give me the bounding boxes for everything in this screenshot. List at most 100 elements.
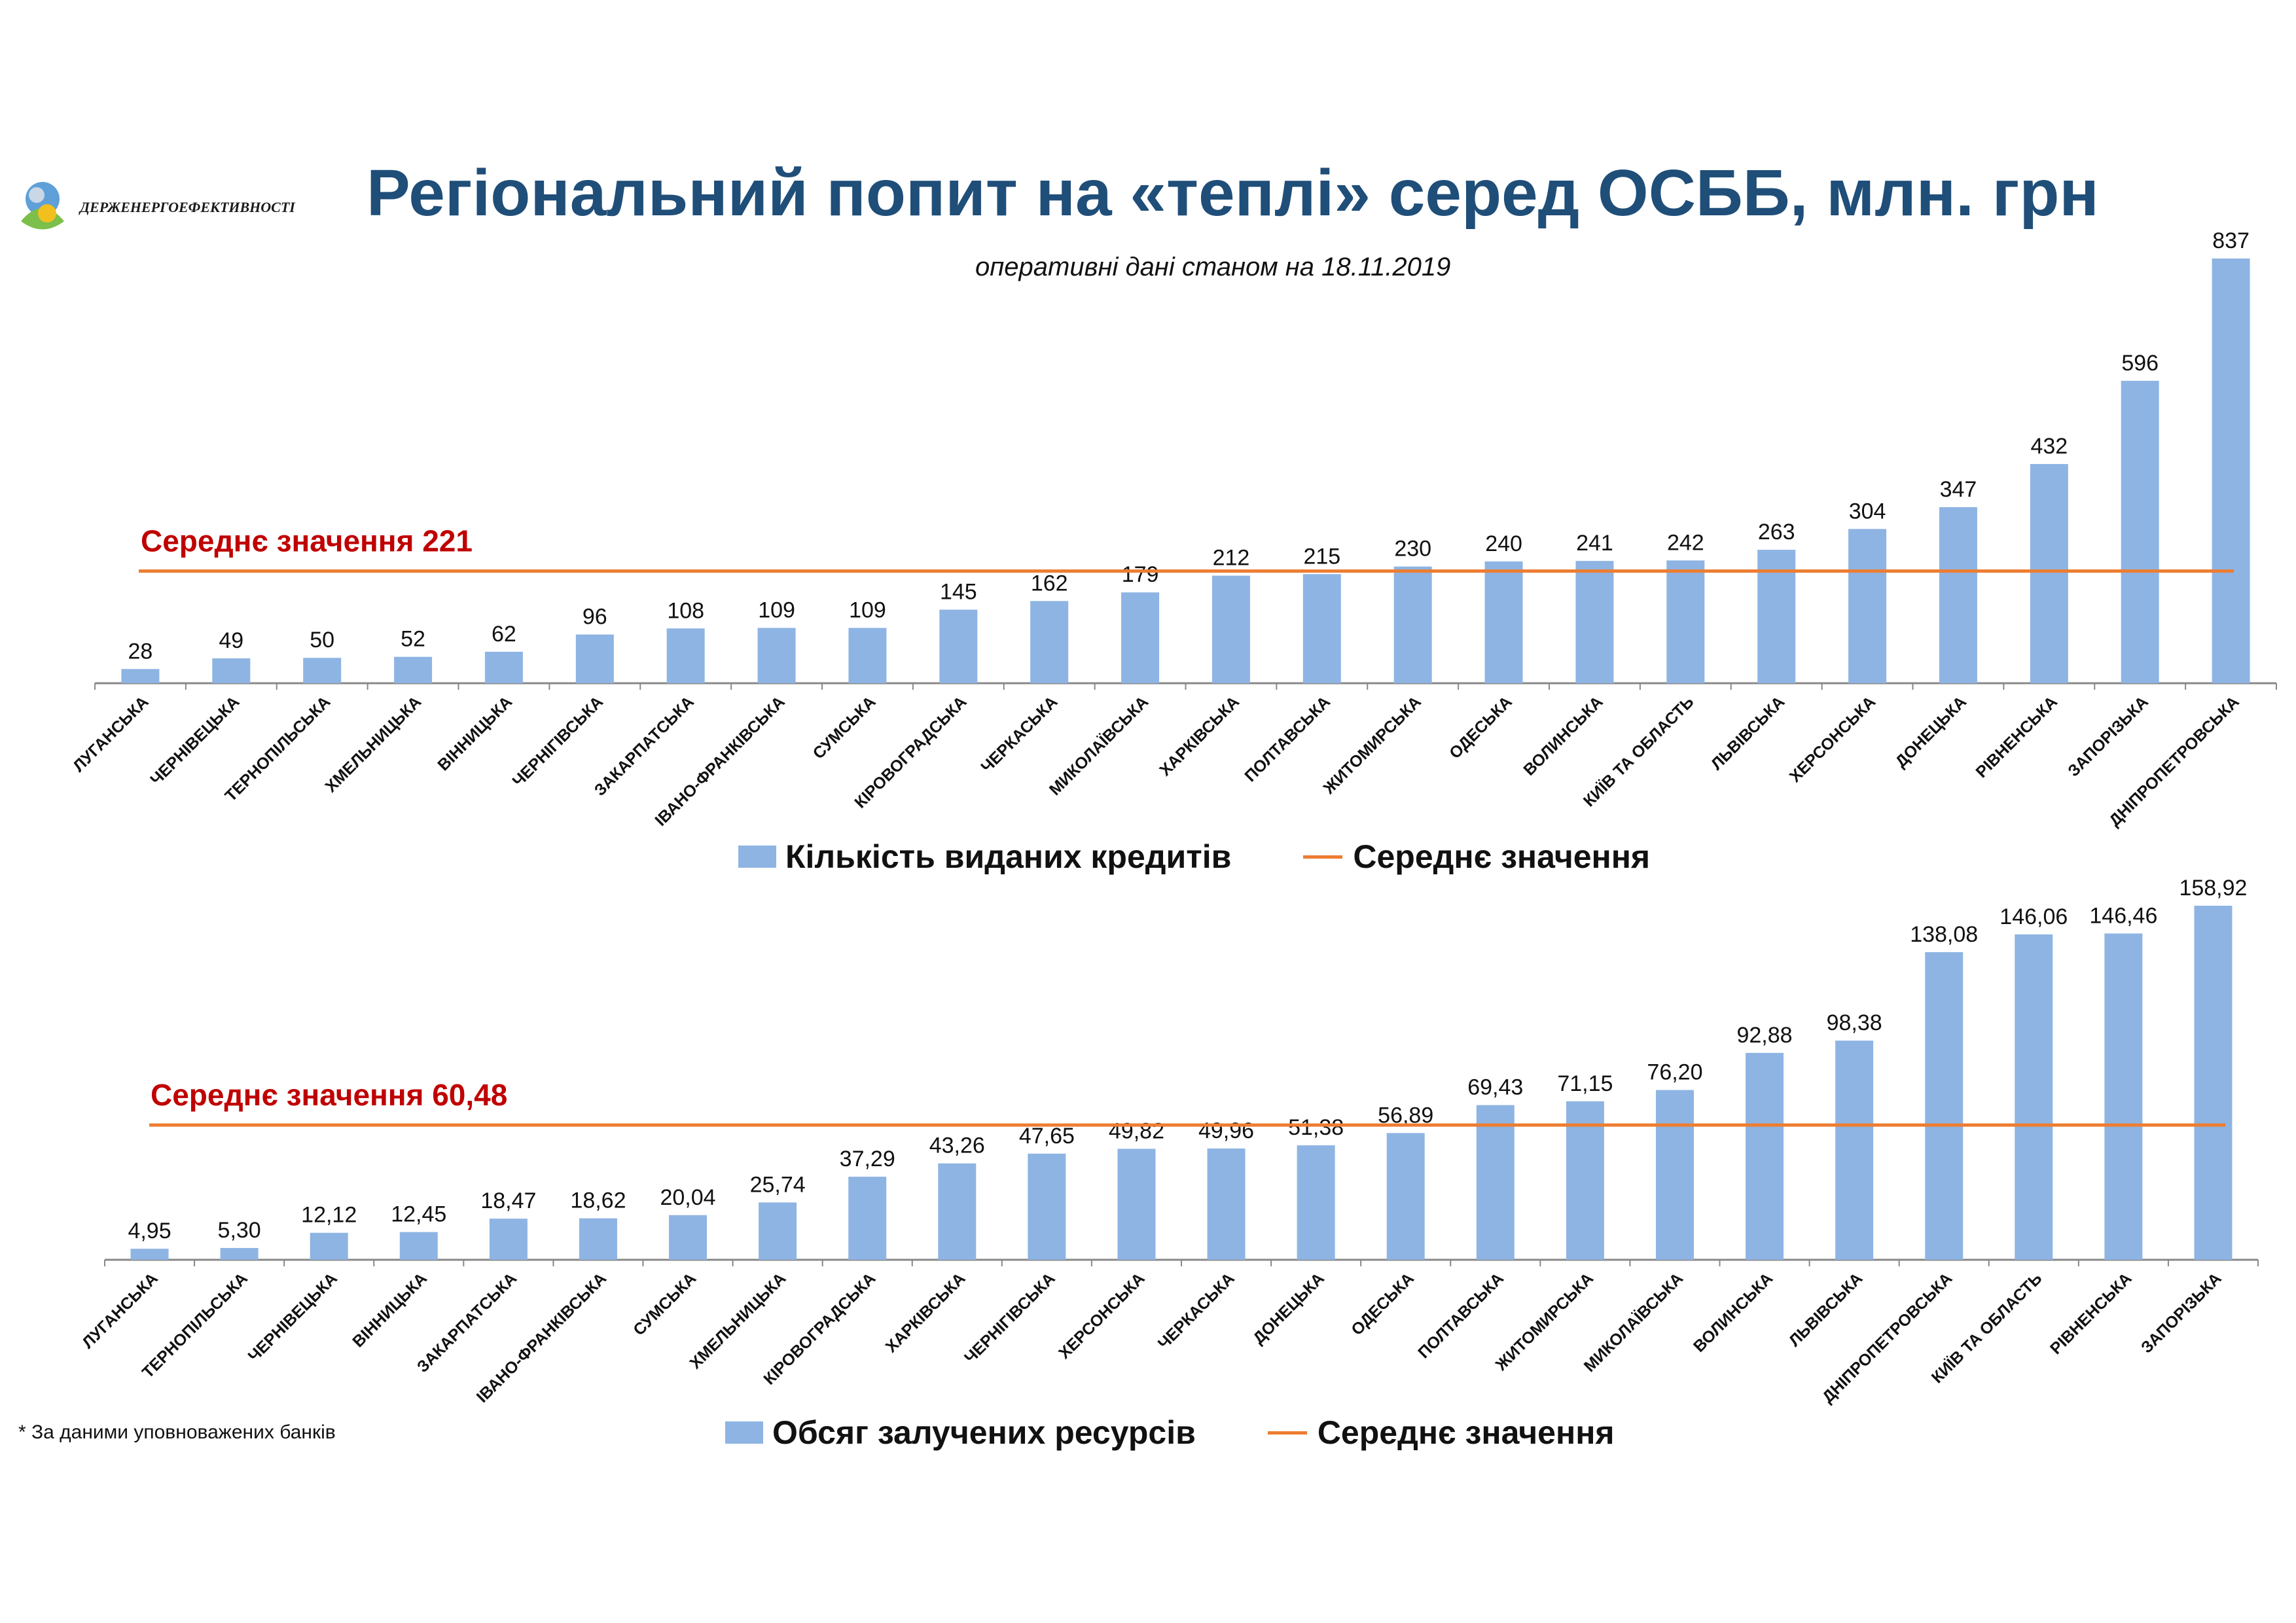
chart-credits-count: 28ЛУГАНСЬКА49ЧЕРНІВЕЦЬКА50ТЕРНОПІЛЬСЬКА5… xyxy=(69,228,2277,830)
data-label: 62 xyxy=(492,622,516,647)
average-label: Середнє значення 60,48 xyxy=(151,1078,507,1112)
bar xyxy=(759,1202,797,1260)
legend-bar-label: Обсяг залучених ресурсів xyxy=(772,1414,1196,1451)
category-tick-label: ЧЕРНІВЕЦЬКА xyxy=(245,1269,341,1365)
chart-resources-volume: 4,95ЛУГАНСЬКА5,30ТЕРНОПІЛЬСЬКА12,12ЧЕРНІ… xyxy=(79,876,2259,1406)
legend-line-swatch xyxy=(1303,855,1343,859)
data-label: 18,47 xyxy=(480,1188,536,1213)
bar xyxy=(1575,561,1614,683)
data-label: 138,08 xyxy=(1910,922,1978,947)
data-label: 50 xyxy=(310,628,334,652)
legend-line-label: Середнє значення xyxy=(1353,838,1651,875)
data-label: 49,82 xyxy=(1109,1118,1164,1143)
legend-bar-swatch xyxy=(738,846,776,868)
bar xyxy=(1121,592,1160,683)
bar xyxy=(2030,464,2068,683)
category-tick-label: ПОЛТАВСЬКА xyxy=(1414,1269,1507,1362)
bar xyxy=(1386,1133,1425,1260)
data-label: 25,74 xyxy=(750,1172,806,1197)
bar xyxy=(489,1219,528,1260)
bar xyxy=(212,658,251,683)
bar xyxy=(2194,906,2233,1260)
data-label: 92,88 xyxy=(1736,1023,1792,1048)
data-label: 158,92 xyxy=(2179,876,2247,901)
data-label: 37,29 xyxy=(840,1147,895,1171)
category-tick-label: ХМЕЛЬНИЦЬКА xyxy=(686,1269,789,1372)
bar xyxy=(1211,575,1250,683)
category-tick-label: ЧЕРКАСЬКА xyxy=(1155,1269,1238,1353)
bar xyxy=(848,1177,887,1260)
bar xyxy=(399,1232,438,1260)
data-label: 43,26 xyxy=(929,1133,985,1158)
data-label: 162 xyxy=(1031,571,1068,596)
bar xyxy=(669,1215,708,1260)
bar xyxy=(1848,529,1887,683)
data-label: 230 xyxy=(1394,537,1431,562)
bar xyxy=(1117,1149,1156,1260)
category-tick-label: ЛЬВІВСЬКА xyxy=(1785,1269,1867,1350)
legend-bar-label: Кількість виданих кредитів xyxy=(785,838,1232,875)
data-label: 49 xyxy=(219,628,243,653)
data-label: 432 xyxy=(2030,434,2068,459)
data-label: 5,30 xyxy=(218,1218,261,1243)
category-tick-label: ЗАПОРІЗЬКА xyxy=(2138,1269,2225,1357)
category-tick-label: ВОЛИНСЬКА xyxy=(1690,1269,1776,1355)
bar xyxy=(579,1218,617,1260)
data-label: 51,38 xyxy=(1288,1115,1344,1140)
category-tick-label: ЖИТОМИРСЬКА xyxy=(1492,1269,1597,1374)
category-tick-label: ЗАКАРПАТСЬКА xyxy=(414,1269,520,1376)
bar xyxy=(666,628,705,683)
bar xyxy=(1476,1105,1515,1260)
bar xyxy=(1666,560,1705,683)
data-label: 28 xyxy=(128,639,153,664)
bar xyxy=(1925,952,1964,1260)
bar xyxy=(484,651,523,683)
bar xyxy=(1939,507,1977,683)
data-label: 240 xyxy=(1485,531,1522,556)
bar xyxy=(130,1249,169,1260)
bar xyxy=(757,628,796,683)
data-label: 109 xyxy=(849,597,886,622)
bar xyxy=(938,1163,977,1260)
bar xyxy=(1028,1153,1066,1260)
bar xyxy=(394,656,433,683)
bar xyxy=(1835,1041,1874,1260)
page-subtitle: оперативні дані станом на 18.11.2019 xyxy=(975,253,1451,281)
footnote: * За даними уповноважених банків xyxy=(18,1421,336,1443)
data-label: 108 xyxy=(667,598,704,623)
data-label: 98,38 xyxy=(1827,1010,1882,1035)
data-label: 12,12 xyxy=(301,1203,357,1228)
logo: ДЕРЖЕНЕРГОЕФЕКТИВНОСТІ xyxy=(14,175,302,241)
data-label: 69,43 xyxy=(1467,1075,1523,1100)
bar xyxy=(2015,934,2053,1260)
legend-line-swatch xyxy=(1267,1431,1307,1435)
data-label: 145 xyxy=(940,580,977,605)
data-label: 71,15 xyxy=(1557,1071,1613,1096)
bar xyxy=(121,669,160,683)
bar xyxy=(1484,561,1523,683)
legend-bar-swatch xyxy=(725,1421,763,1444)
data-label: 109 xyxy=(758,597,795,622)
bar xyxy=(2212,259,2250,683)
category-tick-label: ВІННИЦЬКА xyxy=(349,1269,431,1351)
data-label: 20,04 xyxy=(660,1185,715,1210)
logo-text: ДЕРЖЕНЕРГОЕФЕКТИВНОСТІ xyxy=(80,199,295,215)
data-label: 347 xyxy=(1940,477,1977,502)
bar xyxy=(939,609,978,683)
bar xyxy=(1297,1145,1335,1260)
data-label: 76,20 xyxy=(1647,1060,1702,1085)
legend-chart-2: Обсяг залучених ресурсів Середнє значенн… xyxy=(725,1414,1615,1452)
logo-mark-icon xyxy=(21,182,64,230)
bar xyxy=(1746,1052,1784,1260)
data-label: 304 xyxy=(1849,499,1886,524)
bar xyxy=(1655,1090,1694,1260)
data-label: 242 xyxy=(1667,530,1704,555)
category-tick-label: ЛУГАНСЬКА xyxy=(79,1269,162,1352)
bar xyxy=(848,628,887,683)
bar xyxy=(310,1232,348,1260)
data-label: 96 xyxy=(583,605,607,630)
data-label: 179 xyxy=(1122,562,1159,587)
data-label: 837 xyxy=(2212,228,2250,253)
bar xyxy=(1566,1101,1604,1260)
bar xyxy=(1393,566,1432,683)
